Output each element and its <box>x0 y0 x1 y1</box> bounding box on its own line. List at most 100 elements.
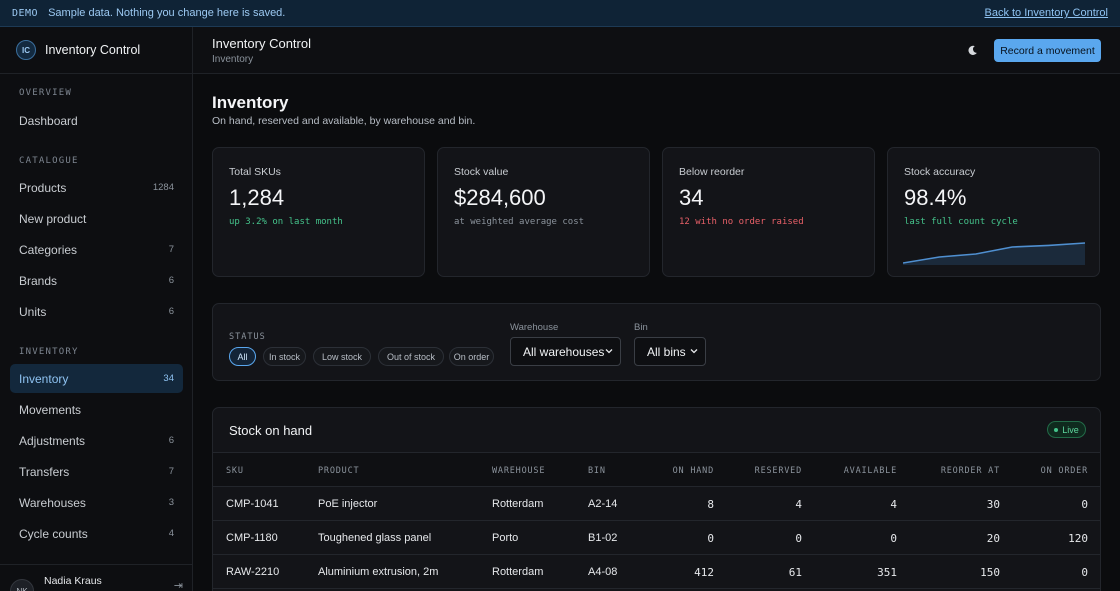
sidebar-item-label: Categories <box>19 242 78 257</box>
bin-select[interactable]: All bins <box>634 337 706 366</box>
cell-bin: A4-08 <box>588 566 618 578</box>
sidebar-item-count: 7 <box>168 466 174 477</box>
column-header-bin[interactable]: BIN <box>588 466 606 476</box>
cell-on-order: 0 <box>1081 566 1088 579</box>
kpi-value: 1,284 <box>229 185 285 210</box>
section-label-overview: OVERVIEW <box>19 88 72 98</box>
user-panel[interactable]: NK Nadia Kraus ⇥ <box>0 564 193 591</box>
page-title: Inventory <box>212 93 289 112</box>
brand-name: Inventory Control <box>45 43 141 57</box>
brand-badge: IC <box>16 40 36 60</box>
warehouse-filter-label: Warehouse <box>510 322 559 333</box>
filter-bar: STATUS All In stock Low stock Out of sto… <box>212 303 1101 381</box>
kpi-note: at weighted average cost <box>454 217 585 227</box>
live-badge: Live <box>1047 421 1086 438</box>
cell-warehouse: Porto <box>492 532 519 544</box>
cell-available: 0 <box>890 532 897 545</box>
cell-sku: CMP-1180 <box>226 532 278 544</box>
kpi-card-stock-accuracy: Stock accuracy 98.4% last full count cyc… <box>887 147 1100 277</box>
moon-icon[interactable] <box>965 43 979 57</box>
cell-product: Aluminium extrusion, 2m <box>318 566 439 578</box>
status-chip-all[interactable]: All <box>229 347 256 366</box>
sidebar-item-units[interactable]: Units 6 <box>10 297 183 326</box>
column-header-reserved[interactable]: RESERVED <box>754 466 802 476</box>
sidebar: IC Inventory Control OVERVIEW Dashboard … <box>0 27 193 591</box>
sidebar-item-count: 4 <box>168 528 174 539</box>
avatar: NK <box>10 579 34 591</box>
header-breadcrumb: Inventory <box>212 54 254 65</box>
chevron-down-icon <box>690 349 698 354</box>
kpi-card-total-skus: Total SKUs 1,284 up 3.2% on last month <box>212 147 425 277</box>
sidebar-item-label: Brands <box>19 273 58 288</box>
cell-on-hand: 8 <box>707 498 714 511</box>
demo-message: Sample data. Nothing you change here is … <box>48 7 286 19</box>
sidebar-item-count: 6 <box>168 306 174 317</box>
cell-warehouse: Rotterdam <box>492 498 544 510</box>
column-header-on-order[interactable]: ON ORDER <box>1040 466 1088 476</box>
column-header-reorder-at[interactable]: REORDER AT <box>940 466 1000 476</box>
status-chip-low-stock[interactable]: Low stock <box>313 347 371 366</box>
sidebar-item-label: Cycle counts <box>19 526 88 541</box>
accuracy-sparkline <box>903 242 1085 265</box>
sidebar-item-new-product[interactable]: New product <box>10 204 183 233</box>
cell-bin: B1-02 <box>588 532 618 544</box>
page-subtitle: On hand, reserved and available, by ware… <box>212 115 476 127</box>
sidebar-item-label: Adjustments <box>19 433 86 448</box>
table-row[interactable]: RAW-2210 Aluminium extrusion, 2m Rotterd… <box>213 555 1100 589</box>
sidebar-item-label: Units <box>19 304 47 319</box>
back-link[interactable]: Back to Inventory Control <box>984 7 1108 19</box>
column-header-warehouse[interactable]: WAREHOUSE <box>492 466 546 476</box>
sparkline-line <box>903 242 1085 264</box>
sign-out-icon[interactable]: ⇥ <box>173 580 183 591</box>
sidebar-item-dashboard[interactable]: Dashboard <box>10 106 183 135</box>
sidebar-item-inventory[interactable]: Inventory 34 <box>10 364 183 393</box>
live-dot-icon <box>1054 427 1059 432</box>
cell-available: 351 <box>877 566 897 579</box>
cell-warehouse: Rotterdam <box>492 566 544 578</box>
sidebar-item-count: 34 <box>163 373 174 384</box>
status-chip-on-order[interactable]: On order <box>449 347 494 366</box>
warehouse-select[interactable]: All warehouses <box>510 337 621 366</box>
status-chip-in-stock[interactable]: In stock <box>263 347 306 366</box>
sidebar-item-movements[interactable]: Movements <box>10 395 183 424</box>
cell-product: PoE injector <box>318 498 378 510</box>
sidebar-item-transfers[interactable]: Transfers 7 <box>10 457 183 486</box>
table-header: SKU PRODUCT WAREHOUSE BIN ON HAND RESERV… <box>213 452 1100 487</box>
cell-product: Toughened glass panel <box>318 532 432 544</box>
warehouse-select-value: All warehouses <box>523 344 605 359</box>
sidebar-item-label: Transfers <box>19 464 70 479</box>
table-row[interactable]: CMP-1180 Toughened glass panel Porto B1-… <box>213 521 1100 555</box>
column-header-product[interactable]: PRODUCT <box>318 466 360 476</box>
column-header-sku[interactable]: SKU <box>226 466 244 476</box>
cell-reorder-at: 30 <box>986 498 1000 511</box>
sidebar-item-cycle-counts[interactable]: Cycle counts 4 <box>10 519 183 548</box>
kpi-value: 98.4% <box>904 185 967 210</box>
sidebar-item-adjustments[interactable]: Adjustments 6 <box>10 426 183 455</box>
sidebar-item-warehouses[interactable]: Warehouses 3 <box>10 488 183 517</box>
section-label-catalogue: CATALOGUE <box>19 156 79 166</box>
bin-filter-label: Bin <box>634 322 648 333</box>
cell-on-order: 0 <box>1081 498 1088 511</box>
cell-reserved: 4 <box>795 498 802 511</box>
sidebar-item-products[interactable]: Products 1284 <box>10 173 183 202</box>
sidebar-item-label: Products <box>19 180 67 195</box>
live-badge-label: Live <box>1062 424 1079 435</box>
kpi-card-stock-value: Stock value $284,600 at weighted average… <box>437 147 650 277</box>
sidebar-item-label: Warehouses <box>19 495 86 510</box>
column-header-on-hand[interactable]: ON HAND <box>672 466 714 476</box>
column-header-available[interactable]: AVAILABLE <box>843 466 897 476</box>
sidebar-item-label: New product <box>19 211 87 226</box>
sidebar-item-count: 3 <box>168 497 174 508</box>
sidebar-item-label: Inventory <box>19 371 69 386</box>
sidebar-item-count: 6 <box>168 435 174 446</box>
record-movement-button[interactable]: Record a movement <box>994 39 1101 62</box>
top-header: Inventory Control Inventory Record a mov… <box>193 27 1120 74</box>
status-chip-out-of-stock[interactable]: Out of stock <box>378 347 444 366</box>
brand[interactable]: IC Inventory Control <box>0 27 192 74</box>
table-row[interactable]: CMP-1041 PoE injector Rotterdam A2-14 8 … <box>213 487 1100 521</box>
sidebar-item-brands[interactable]: Brands 6 <box>10 266 183 295</box>
sidebar-item-categories[interactable]: Categories 7 <box>10 235 183 264</box>
kpi-card-below-reorder: Below reorder 34 12 with no order raised <box>662 147 875 277</box>
sidebar-item-count: 1284 <box>152 182 174 193</box>
kpi-label: Total SKUs <box>229 166 281 178</box>
